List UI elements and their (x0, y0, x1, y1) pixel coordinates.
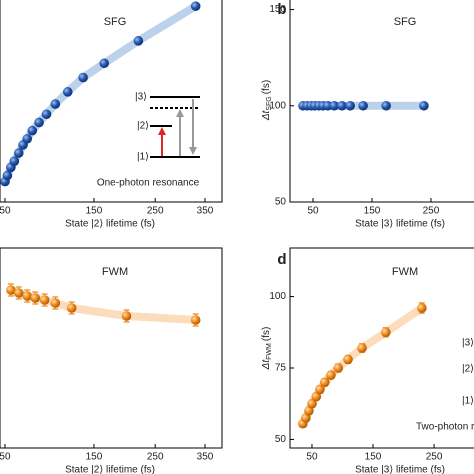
data-point (66, 303, 77, 313)
data-point (9, 156, 20, 166)
data-point (22, 133, 33, 144)
data-point (381, 100, 391, 111)
panel-title: FWM (392, 266, 418, 278)
data-point (50, 99, 61, 109)
level-label: |1⟩ (137, 152, 149, 163)
y-axis-label-sub: SFG (266, 96, 273, 110)
plot-frame (0, 247, 223, 449)
data-point (133, 36, 144, 46)
data-point (319, 377, 330, 388)
y-axis-label-unit: (fs) (261, 80, 272, 94)
x-tick-label: 50 (0, 452, 11, 463)
x-tick-label: 50 (307, 206, 319, 217)
data-point (343, 354, 353, 365)
y-axis-label-unit: (fs) (261, 327, 272, 341)
data-point (358, 100, 368, 111)
data-point (39, 295, 50, 305)
x-tick-label: 350 (197, 452, 214, 463)
plot-frame (289, 0, 474, 203)
x-tick-label: 50 (306, 452, 318, 463)
x-tick-label: 250 (423, 206, 440, 217)
x-tick-label: 150 (86, 206, 103, 217)
panel-title: FWM (102, 266, 128, 278)
data-point (121, 311, 132, 321)
data-point (62, 87, 73, 97)
data-point (41, 109, 52, 120)
level-label: |3⟩ (135, 92, 147, 103)
x-axis-label: State |3⟩ lifetime (fs) (355, 465, 445, 474)
x-tick-label: 250 (426, 452, 443, 463)
y-axis-label: ΔtFWM (fs) (261, 327, 273, 371)
data-point (13, 288, 24, 298)
data-point (315, 384, 325, 395)
data-point (6, 285, 16, 295)
x-tick-label: 150 (86, 452, 103, 463)
data-point (34, 117, 44, 128)
x-tick-label: 250 (147, 206, 164, 217)
x-tick-label: 50 (0, 206, 11, 217)
data-point (329, 100, 340, 111)
x-tick-label: 250 (147, 452, 164, 463)
x-axis-label: State |2⟩ lifetime (fs) (65, 219, 155, 230)
fit-band (298, 304, 426, 428)
x-axis-label: State |3⟩ lifetime (fs) (355, 219, 445, 230)
x-axis-label: State |2⟩ lifetime (fs) (65, 465, 155, 474)
annotation: One-photon resonance (97, 178, 200, 189)
data-point (2, 170, 13, 181)
data-point (190, 315, 201, 325)
y-tick-label: 50 (275, 197, 287, 208)
y-tick-label: 50 (275, 434, 287, 445)
data-point (326, 370, 336, 380)
data-point (50, 298, 61, 308)
data-point (337, 100, 347, 111)
y-tick-label: 150 (269, 4, 286, 15)
data-point (381, 327, 391, 338)
fit-band (0, 2, 200, 186)
data-point (190, 1, 201, 11)
y-axis-label: ΔtSFG (fs) (261, 80, 273, 121)
data-point (357, 343, 367, 353)
level-label: |3⟩ (462, 338, 474, 349)
data-point (27, 125, 38, 136)
level-label: |2⟩ (137, 121, 149, 132)
y-tick-label: 75 (275, 363, 287, 374)
plot-frame (0, 0, 223, 203)
data-point (30, 293, 41, 303)
data-point (99, 58, 110, 69)
panel-title: SFG (104, 16, 127, 28)
level-label: |1⟩ (462, 396, 474, 407)
level-label: |2⟩ (462, 364, 474, 375)
y-tick-label: 100 (269, 100, 286, 111)
x-tick-label: 350 (197, 206, 214, 217)
energy-diagram (150, 96, 200, 158)
data-point (78, 72, 88, 83)
x-tick-label: 150 (365, 452, 382, 463)
panel-label: d (277, 251, 286, 268)
panel-label: b (277, 1, 286, 18)
data-point (345, 100, 355, 111)
data-point (333, 363, 344, 373)
data-point (417, 303, 427, 313)
data-point (13, 148, 24, 158)
fit-band (6, 286, 200, 324)
data-point (22, 291, 33, 301)
y-axis-label-sub: FWM (266, 343, 273, 360)
annotation: Two-photon resonance (416, 422, 474, 433)
y-axis-label-symbol: Δt (261, 109, 272, 121)
y-tick-label: 100 (269, 291, 286, 302)
data-point (307, 398, 317, 409)
y-axis-label-symbol: Δt (261, 359, 272, 371)
plot-frame (289, 247, 474, 449)
panel-title: SFG (394, 16, 417, 28)
data-point (419, 100, 429, 111)
data-point (311, 391, 322, 402)
x-tick-label: 150 (364, 206, 381, 217)
